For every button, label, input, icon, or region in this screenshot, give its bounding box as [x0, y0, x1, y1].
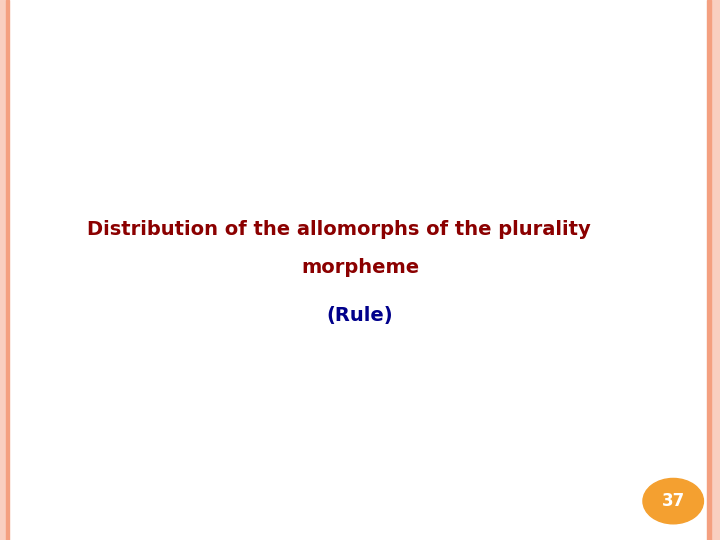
Text: Distribution of the allomorphs of the plurality: Distribution of the allomorphs of the pl… — [86, 220, 590, 239]
Text: (Rule): (Rule) — [327, 306, 393, 326]
Circle shape — [643, 478, 703, 524]
Text: 37: 37 — [662, 492, 685, 510]
Text: morpheme: morpheme — [301, 258, 419, 277]
